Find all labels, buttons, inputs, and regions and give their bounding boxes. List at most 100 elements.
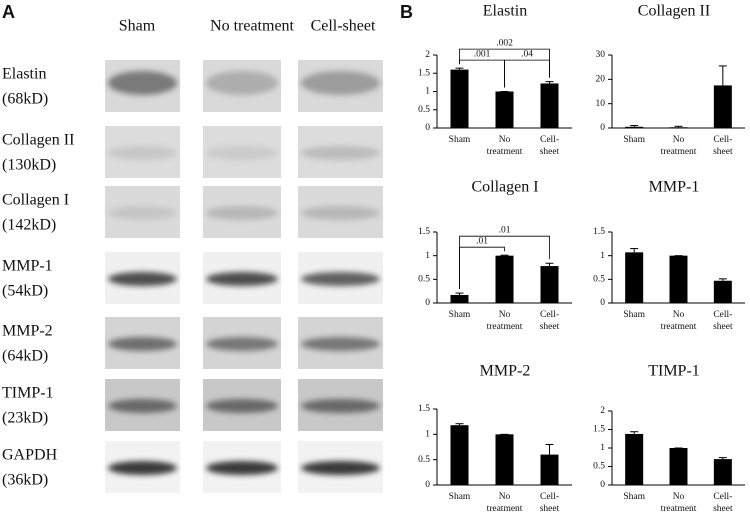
blot-band (206, 71, 278, 95)
x-tick-label: Sham (623, 492, 645, 502)
blot-band (108, 461, 177, 475)
y-tick-label: 0.5 (593, 462, 605, 472)
x-tick-label: No treatment (661, 135, 697, 157)
blot-band (301, 146, 380, 160)
x-tick-label: No treatment (661, 492, 697, 514)
bar (669, 127, 688, 128)
column-header: Sham (119, 18, 156, 35)
blot-band (206, 272, 278, 286)
bar (713, 280, 732, 303)
y-tick-label: 1.5 (418, 227, 430, 237)
x-tick-label: No treatment (487, 492, 523, 514)
row-name: Collagen II (2, 132, 74, 149)
blot-band (108, 399, 177, 413)
chart-title: Collagen II (638, 3, 710, 20)
bar (540, 83, 559, 128)
y-tick-label: 0 (425, 123, 430, 133)
blot-band (301, 399, 380, 413)
bar (625, 433, 644, 485)
y-tick-label: 1.5 (593, 227, 605, 237)
bar (625, 252, 644, 303)
y-tick-label: 1 (425, 430, 430, 440)
p-value: .04 (521, 49, 533, 59)
row-size: (23kD) (2, 410, 48, 427)
blot-band (206, 206, 278, 220)
chart-title: MMP-1 (649, 179, 700, 196)
y-tick-label: 1.5 (418, 68, 430, 78)
y-tick-label: 0.5 (418, 455, 430, 465)
blot-band (206, 337, 278, 351)
x-tick-label: Sham (449, 310, 471, 320)
blot-band (301, 206, 380, 220)
x-tick-label: Sham (623, 135, 645, 145)
blot-band (108, 71, 177, 95)
x-tick-label: Cell-sheet (713, 492, 733, 514)
blot-band (301, 461, 380, 475)
row-size: (36kD) (2, 472, 48, 489)
bar (450, 294, 469, 303)
chart-title: Collagen I (471, 179, 538, 196)
p-value: .01 (499, 225, 511, 235)
row-name: MMP-2 (2, 323, 53, 340)
y-tick-label: 0 (425, 298, 430, 308)
x-tick-label: Cell-sheet (540, 310, 560, 332)
column-header: No treatment (210, 18, 295, 35)
y-tick-label: 1.5 (593, 425, 605, 435)
row-size: (64kD) (2, 348, 48, 365)
bar (713, 459, 732, 485)
y-tick-label: 0.5 (418, 275, 430, 285)
y-tick-label: 1 (425, 251, 430, 261)
x-tick-label: Cell-sheet (540, 135, 560, 157)
x-tick-label: Cell-sheet (713, 310, 733, 332)
row-name: GAPDH (2, 447, 58, 464)
bar (495, 434, 514, 485)
chart-title: TIMP-1 (648, 363, 700, 380)
column-header: Cell-sheet (311, 18, 376, 35)
y-tick-label: 0 (600, 123, 605, 133)
y-tick-label: 0.5 (418, 105, 430, 115)
y-tick-label: 20 (596, 75, 606, 85)
y-tick-label: 1 (425, 87, 430, 97)
row-name: Collagen I (2, 192, 69, 209)
significance-bracket (459, 235, 550, 290)
bar (495, 255, 514, 303)
y-tick-label: 0.5 (593, 275, 605, 285)
y-tick-label: 30 (596, 50, 606, 60)
y-tick-label: 1.5 (418, 404, 430, 414)
bar (495, 91, 514, 128)
y-tick-label: 2 (600, 406, 605, 416)
row-size: (130kD) (2, 157, 56, 174)
blot-band (301, 272, 380, 286)
bar (450, 425, 469, 485)
row-name: MMP-1 (2, 258, 53, 275)
y-tick-label: 0 (600, 480, 605, 490)
bar (540, 454, 559, 485)
p-value: .01 (476, 236, 488, 246)
blot-band (301, 71, 380, 95)
panel-label: A (2, 2, 15, 22)
row-size: (142kD) (2, 217, 56, 234)
blot-band (206, 146, 278, 160)
bar (625, 126, 644, 128)
panel-label: B (400, 2, 413, 22)
x-tick-label: No treatment (487, 135, 523, 157)
bar (669, 448, 688, 485)
p-value: .002 (496, 38, 513, 48)
x-tick-label: No treatment (661, 310, 697, 332)
blot-band (108, 272, 177, 286)
p-value: .001 (474, 49, 491, 59)
bar (540, 266, 559, 303)
bar (669, 255, 688, 303)
x-tick-label: Sham (623, 310, 645, 320)
row-name: TIMP-1 (2, 385, 54, 402)
blot-band (301, 337, 380, 351)
x-tick-label: Sham (449, 492, 471, 502)
row-name: Elastin (2, 66, 46, 83)
x-tick-label: Sham (449, 135, 471, 145)
x-tick-label: No treatment (487, 310, 523, 332)
y-tick-label: 1 (600, 251, 605, 261)
y-tick-label: 10 (596, 99, 606, 109)
row-size: (54kD) (2, 283, 48, 300)
row-size: (68kD) (2, 91, 48, 108)
